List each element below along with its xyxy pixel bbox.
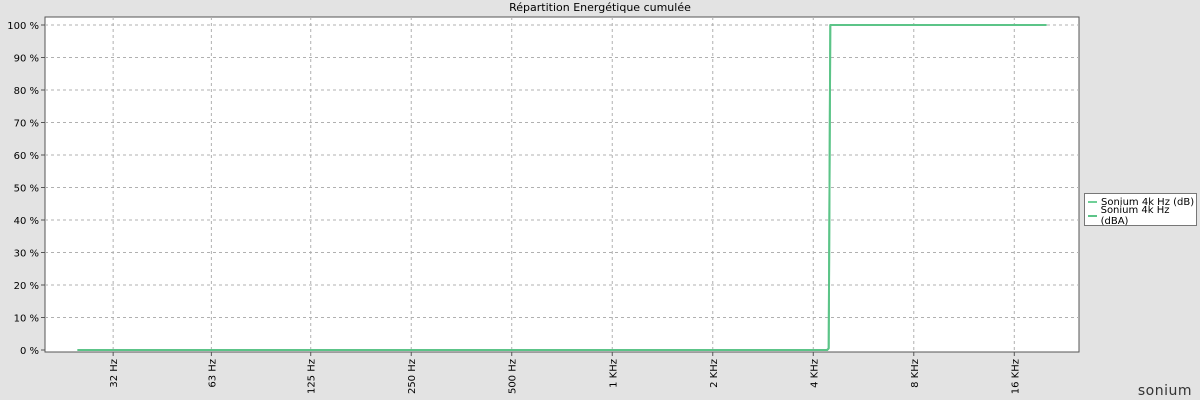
brand-logo: sonium xyxy=(1137,383,1192,399)
legend-label: Sonium 4k Hz (dBA) xyxy=(1100,205,1170,227)
y-tick-label: 70 % xyxy=(14,119,39,130)
x-tick-label: 2 KHz xyxy=(709,359,720,388)
legend-item: Sonium 4k Hz (dB) xyxy=(1085,195,1196,209)
x-tick-label: 8 KHz xyxy=(910,359,921,388)
x-tick-label: 32 Hz xyxy=(109,359,120,388)
legend: Sonium 4k Hz (dB) Sonium 4k Hz (dBA) xyxy=(1084,193,1197,227)
x-tick-label: 500 Hz xyxy=(508,359,519,394)
legend-swatch xyxy=(1088,215,1097,217)
grid-layer xyxy=(45,17,1079,352)
x-tick-label: 250 Hz xyxy=(407,359,418,394)
x-tick-label: 63 Hz xyxy=(207,359,218,388)
y-tick-label: 100 % xyxy=(7,21,39,32)
x-tick-label: 4 KHz xyxy=(809,359,820,388)
x-tick-label: 16 KHz xyxy=(1010,359,1021,394)
y-tick-label: 60 % xyxy=(14,151,39,162)
x-tick-label: 1 KHz xyxy=(608,359,619,388)
chart-title: Répartition Energétique cumulée xyxy=(509,1,691,14)
y-tick-label: 50 % xyxy=(14,184,39,195)
y-tick-label: 30 % xyxy=(14,249,39,260)
y-tick-label: 90 % xyxy=(14,54,39,65)
y-tick-label: 80 % xyxy=(14,86,39,97)
series-line xyxy=(77,24,1047,351)
y-tick-label: 40 % xyxy=(14,216,39,227)
legend-item: Sonium 4k Hz (dBA) xyxy=(1085,205,1196,227)
series-layer xyxy=(77,24,1047,351)
y-axis: 0 % 10 % 20 % 30 % 40 % 50 % 60 % 70 % 80 % 90 % 1… xyxy=(7,21,45,357)
legend-swatch xyxy=(1088,201,1097,203)
plot-area xyxy=(44,16,1080,353)
legend-label: Sonium 4k Hz (dB) xyxy=(1101,196,1195,208)
x-axis: 32 Hz 63 Hz 125 Hz 250 Hz 500 Hz 1 KHz 2 KHz 4 … xyxy=(109,352,1021,394)
y-tick-label: 0 % xyxy=(20,346,39,357)
y-tick-label: 20 % xyxy=(14,281,39,292)
y-tick-label: 10 % xyxy=(14,314,39,325)
x-tick-label: 125 Hz xyxy=(307,359,318,394)
